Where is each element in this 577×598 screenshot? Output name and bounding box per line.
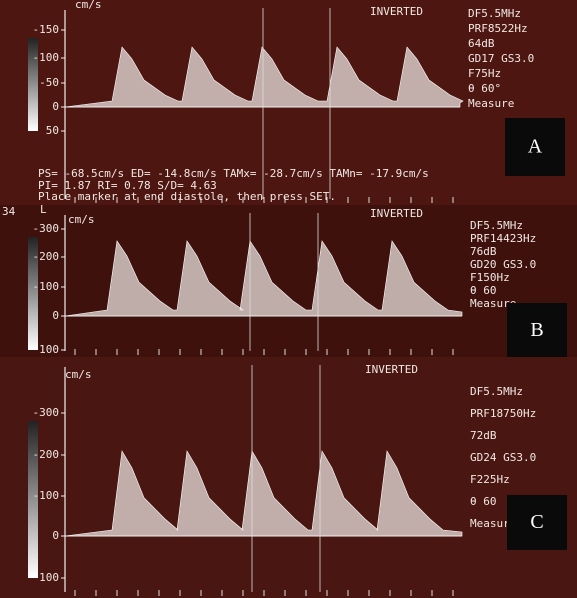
setting: GD24 GS3.0 — [470, 451, 536, 464]
setting: θ 60 — [470, 495, 497, 508]
y-tick-label: -300 — [33, 406, 60, 419]
y-tick-label: -200 — [33, 250, 60, 263]
y-tick-label: 0 — [52, 309, 59, 322]
setting: PRF8522Hz — [468, 22, 528, 35]
setting: PRF14423Hz — [470, 232, 536, 245]
unit-label: cm/s — [65, 368, 92, 381]
unit-label: cm/s — [75, 0, 102, 11]
side-label: L — [40, 203, 47, 216]
setting: Measure — [468, 97, 514, 110]
y-tick-label: 50 — [46, 124, 59, 137]
setting: DF5.5MHz — [468, 7, 521, 20]
y-tick-label: 100 — [39, 343, 59, 356]
y-tick-label: -100 — [33, 51, 60, 64]
y-tick-label: 0 — [52, 529, 59, 542]
setting: F75Hz — [468, 67, 501, 80]
setting: 72dB — [470, 429, 497, 442]
y-tick-label: -50 — [39, 76, 59, 89]
y-tick-label: -100 — [33, 280, 60, 293]
setting: 64dB — [468, 37, 495, 50]
setting: F150Hz — [470, 271, 510, 284]
y-tick-label: 100 — [39, 571, 59, 584]
setting: θ 60 — [470, 284, 497, 297]
mode-label: INVERTED — [365, 363, 418, 376]
mode-label: INVERTED — [370, 5, 423, 18]
y-tick-label: -300 — [33, 222, 60, 235]
mode-label: INVERTED — [370, 207, 423, 220]
setting: GD20 GS3.0 — [470, 258, 536, 271]
y-tick-label: 0 — [52, 100, 59, 113]
setting: DF5.5MHz — [470, 219, 523, 232]
panel-label: C — [530, 511, 543, 533]
panel-label: B — [530, 319, 543, 341]
depth-label: 34 — [2, 205, 16, 218]
setting: PRF18750Hz — [470, 407, 536, 420]
y-tick-label: -150 — [33, 23, 60, 36]
y-tick-label: -200 — [33, 448, 60, 461]
y-tick-label: -100 — [33, 489, 60, 502]
setting: θ 60° — [468, 82, 501, 95]
doppler-figure: -150 -100 -50 0 50 cm/s INVERTED DF5.5MHz PRF852… — [0, 0, 577, 598]
setting: GD17 GS3.0 — [468, 52, 534, 65]
measurement: Place marker at end diastole, then press… — [38, 190, 336, 203]
unit-label: cm/s — [68, 213, 95, 226]
setting: F225Hz — [470, 473, 510, 486]
setting: DF5.5MHz — [470, 385, 523, 398]
setting: 76dB — [470, 245, 497, 258]
panel-label: A — [528, 136, 543, 158]
